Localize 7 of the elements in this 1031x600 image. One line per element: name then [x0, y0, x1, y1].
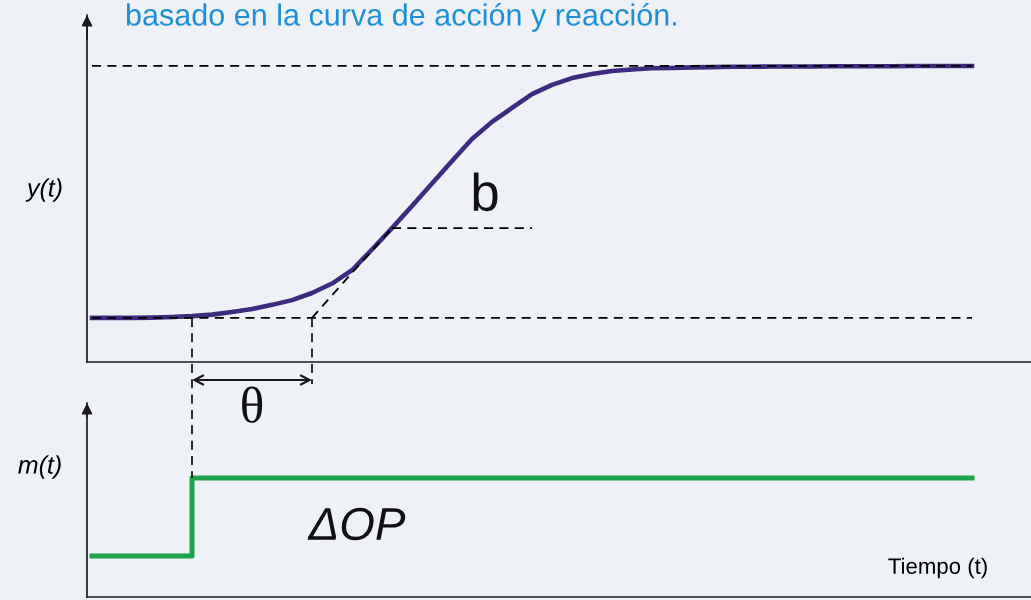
annotation: ΔOP	[307, 507, 406, 541]
chart-title: basado en la curva de acción y reacción.	[126, 3, 676, 32]
x-axis-title: Tiempo (t)	[888, 557, 987, 579]
annotation: b	[473, 172, 498, 212]
y-axis-title: m(t)	[18, 455, 61, 479]
y-axis-title: y(t)	[25, 178, 62, 202]
text: θ	[242, 386, 263, 423]
